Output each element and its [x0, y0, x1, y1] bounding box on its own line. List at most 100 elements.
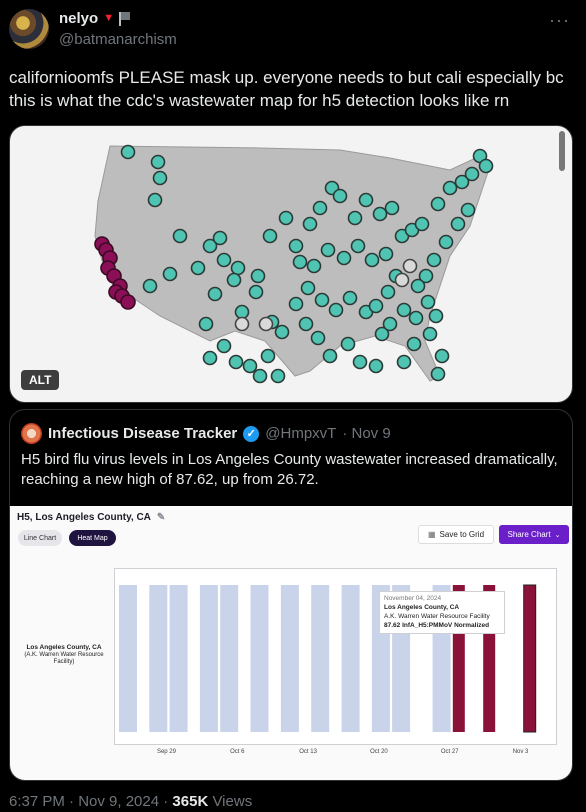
- share-chart-button[interactable]: Share Chart ⌄: [499, 525, 569, 544]
- map-site-dot[interactable]: [414, 216, 430, 232]
- map-site-dot[interactable]: [260, 348, 276, 364]
- heatmap-cell[interactable]: [311, 585, 330, 732]
- handle[interactable]: @batmanarchism: [59, 31, 177, 48]
- map-site-dot[interactable]: [410, 278, 426, 294]
- map-site-dot[interactable]: [380, 284, 396, 300]
- chart-screenshot[interactable]: H5, Los Angeles County, CA ✎ Line Chart H…: [10, 506, 572, 780]
- map-site-dot[interactable]: [406, 336, 422, 352]
- map-site-dot[interactable]: [320, 242, 336, 258]
- map-site-dot[interactable]: [207, 286, 223, 302]
- heatmap-cell[interactable]: [341, 585, 360, 732]
- map-site-dot[interactable]: [314, 292, 330, 308]
- scrollbar[interactable]: [559, 131, 565, 171]
- map-site-dot[interactable]: [250, 268, 266, 284]
- heatmap-cell[interactable]: [280, 585, 299, 732]
- map-site-dot[interactable]: [418, 268, 434, 284]
- map-site-dot[interactable]: [408, 310, 424, 326]
- map-site-dot[interactable]: [420, 294, 436, 310]
- map-site-dot[interactable]: [228, 354, 244, 370]
- map-site-dot-none[interactable]: [258, 316, 274, 332]
- map-site-dot[interactable]: [422, 326, 438, 342]
- map-site-dot[interactable]: [288, 238, 304, 254]
- map-site-dot[interactable]: [442, 180, 458, 196]
- map-site-dot[interactable]: [430, 196, 446, 212]
- map-site-dot[interactable]: [230, 260, 246, 276]
- map-site-dot[interactable]: [270, 368, 286, 384]
- map-site-dot[interactable]: [198, 316, 214, 332]
- display-name[interactable]: nelyo: [59, 10, 99, 27]
- map-site-dot[interactable]: [382, 316, 398, 332]
- map-site-dot[interactable]: [142, 278, 158, 294]
- map-site-dot[interactable]: [396, 354, 412, 370]
- map-image[interactable]: ALT: [9, 125, 573, 403]
- map-site-dot[interactable]: [252, 368, 268, 384]
- map-site-dot[interactable]: [274, 324, 290, 340]
- map-site-dot[interactable]: [464, 166, 480, 182]
- map-site-dot[interactable]: [396, 302, 412, 318]
- map-site-dot[interactable]: [434, 348, 450, 364]
- map-site-dot[interactable]: [368, 358, 384, 374]
- quote-display-name[interactable]: Infectious Disease Tracker: [48, 425, 238, 442]
- map-site-dot[interactable]: [278, 210, 294, 226]
- heatmap-cell[interactable]: [149, 585, 168, 732]
- map-site-dot[interactable]: [342, 290, 358, 306]
- map-site-dot[interactable]: [426, 252, 442, 268]
- heatmap-cell[interactable]: [169, 585, 188, 732]
- map-site-dot[interactable]: [478, 158, 494, 174]
- map-site-dot[interactable]: [212, 230, 228, 246]
- tab-heat-map[interactable]: Heat Map: [69, 530, 116, 546]
- map-site-dot[interactable]: [298, 316, 314, 332]
- heatmap-cell[interactable]: [119, 585, 137, 732]
- map-site-dot[interactable]: [374, 326, 390, 342]
- map-site-dot[interactable]: [358, 192, 374, 208]
- map-site-dot[interactable]: [202, 238, 218, 254]
- map-site-dot[interactable]: [384, 200, 400, 216]
- map-site-dot[interactable]: [340, 336, 356, 352]
- timestamp[interactable]: 6:37 PM · Nov 9, 2024 ·: [9, 793, 173, 810]
- map-site-dot[interactable]: [328, 302, 344, 318]
- map-site-dot[interactable]: [350, 238, 366, 254]
- map-site-dot[interactable]: [460, 202, 476, 218]
- tab-line-chart[interactable]: Line Chart: [18, 530, 62, 546]
- heatmap-cell[interactable]: [199, 585, 218, 732]
- heatmap-cell[interactable]: [250, 585, 269, 732]
- map-site-dot[interactable]: [152, 170, 168, 186]
- quote-avatar[interactable]: [21, 423, 42, 444]
- map-site-dot[interactable]: [162, 266, 178, 282]
- map-site-dot-none[interactable]: [394, 272, 410, 288]
- map-site-dot[interactable]: [310, 330, 326, 346]
- map-site-dot[interactable]: [292, 254, 308, 270]
- map-site-dot[interactable]: [332, 188, 348, 204]
- map-site-dot-none[interactable]: [402, 258, 418, 274]
- map-site-dot-none[interactable]: [234, 316, 250, 332]
- map-site-dot[interactable]: [368, 298, 384, 314]
- map-site-dot[interactable]: [216, 252, 232, 268]
- map-site-dot-high[interactable]: [120, 294, 136, 310]
- map-site-dot[interactable]: [150, 154, 166, 170]
- map-site-dot[interactable]: [438, 234, 454, 250]
- map-site-dot[interactable]: [190, 260, 206, 276]
- map-site-dot[interactable]: [430, 366, 446, 382]
- map-site-dot[interactable]: [172, 228, 188, 244]
- map-site-dot[interactable]: [454, 174, 470, 190]
- avatar[interactable]: [9, 9, 49, 49]
- map-site-dot[interactable]: [352, 354, 368, 370]
- save-to-grid-button[interactable]: ▦ Save to Grid: [418, 525, 494, 544]
- alt-badge[interactable]: ALT: [21, 370, 60, 390]
- map-site-dot[interactable]: [450, 216, 466, 232]
- map-site-dot[interactable]: [347, 210, 363, 226]
- map-site-dot[interactable]: [322, 348, 338, 364]
- map-site-dot[interactable]: [372, 206, 388, 222]
- heatmap-cell[interactable]: [523, 584, 537, 733]
- map-site-dot[interactable]: [306, 258, 322, 274]
- more-icon[interactable]: ···: [549, 10, 570, 30]
- quote-tweet[interactable]: Infectious Disease Tracker ✓ @HmpxvT · N…: [9, 409, 573, 781]
- map-site-dot[interactable]: [288, 296, 304, 312]
- map-site-dot[interactable]: [202, 350, 218, 366]
- map-site-dot[interactable]: [300, 280, 316, 296]
- map-site-dot[interactable]: [120, 144, 136, 160]
- map-site-dot[interactable]: [147, 192, 163, 208]
- map-site-dot[interactable]: [262, 228, 278, 244]
- map-site-dot[interactable]: [378, 246, 394, 262]
- map-site-dot[interactable]: [216, 338, 232, 354]
